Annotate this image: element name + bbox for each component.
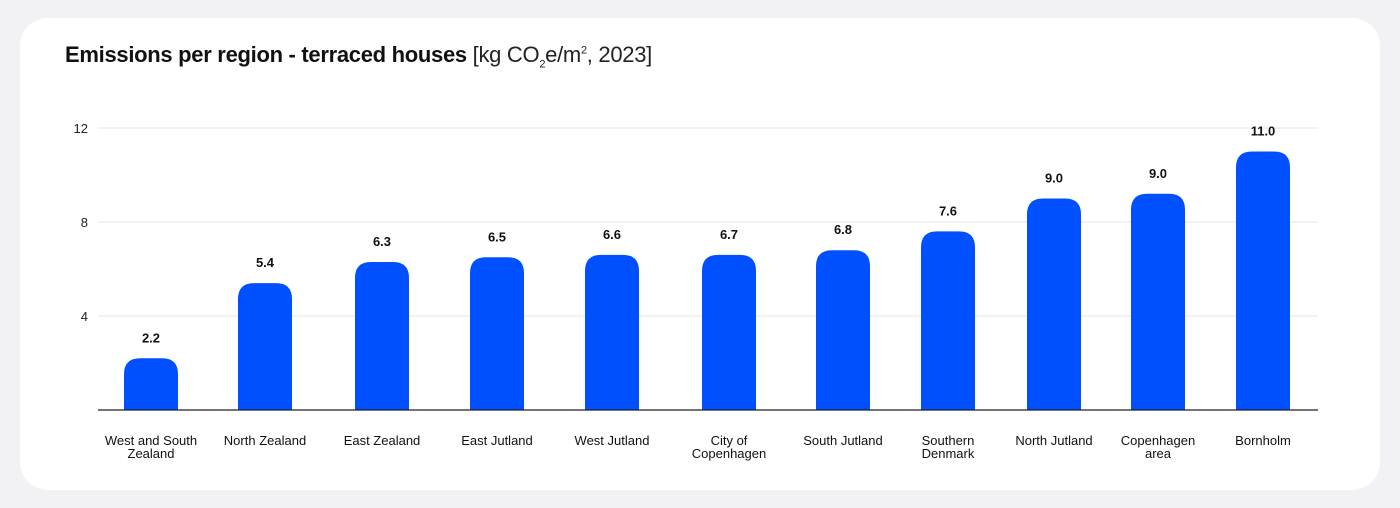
x-tick-label: Bornholm — [1235, 433, 1291, 448]
bar — [1131, 193, 1185, 410]
data-label: 6.6 — [603, 227, 621, 242]
bar — [702, 254, 756, 410]
bar — [470, 257, 524, 410]
x-tick-label-line: East Zealand — [344, 433, 421, 448]
y-tick-label: 12 — [74, 121, 88, 136]
data-label: 11.0 — [1251, 124, 1276, 139]
x-tick-label-line: City of — [711, 433, 748, 448]
chart-title-unit: [kg CO2e/m2, 2023] — [472, 42, 653, 71]
x-tick-label-line: Southern — [922, 433, 975, 448]
x-tick-label-line: area — [1145, 446, 1172, 461]
x-tick-label-line: Copenhagen — [1121, 433, 1195, 448]
data-label: 9.0 — [1045, 171, 1063, 186]
x-tick-label: West Jutland — [575, 433, 650, 448]
bar — [1236, 151, 1290, 410]
unit-prefix: [kg CO — [472, 42, 540, 67]
bar — [1027, 198, 1081, 410]
data-label: 2.2 — [142, 330, 160, 345]
data-label: 6.5 — [488, 229, 506, 244]
x-tick-label: South Jutland — [803, 433, 883, 448]
x-tick-label-line: South Jutland — [803, 433, 883, 448]
x-tick-label-line: West Jutland — [575, 433, 650, 448]
unit-subscript: 2 — [539, 58, 546, 71]
y-tick-label: 8 — [81, 215, 88, 230]
x-tick-label: Southern Denmark — [922, 433, 975, 461]
x-tick-label: West and South Zealand — [105, 433, 197, 461]
data-label: 9.0 — [1149, 166, 1167, 181]
bar — [921, 231, 975, 410]
data-label: 5.4 — [256, 255, 275, 270]
unit-suffix: , 2023] — [586, 42, 652, 67]
x-tick-label: City of Copenhagen — [692, 433, 766, 461]
chart-title: Emissions per region - terraced houses [… — [65, 42, 652, 70]
chart-title-text: Emissions per region - terraced houses — [65, 42, 467, 67]
x-tick-label: East Zealand — [344, 433, 421, 448]
x-tick-label-line: Copenhagen — [692, 446, 766, 461]
x-tick-label-line: Denmark — [922, 446, 975, 461]
data-label: 6.3 — [373, 234, 391, 249]
data-label: 6.7 — [720, 227, 738, 242]
bar — [355, 261, 409, 410]
unit-superscript: 2 — [580, 44, 587, 57]
bar — [124, 358, 178, 410]
data-label: 7.6 — [939, 203, 957, 218]
unit-mid: e/m — [545, 42, 581, 67]
x-tick-label: Copenhagen area — [1121, 433, 1195, 461]
x-tick-label-line: Zealand — [128, 446, 175, 461]
x-tick-label-line: Bornholm — [1235, 433, 1291, 448]
x-tick-label: North Jutland — [1015, 433, 1092, 448]
bar — [816, 250, 870, 410]
bar — [238, 283, 292, 410]
x-tick-label-line: North Jutland — [1015, 433, 1092, 448]
x-tick-label-line: West and South — [105, 433, 197, 448]
x-tick-label: North Zealand — [224, 433, 306, 448]
x-tick-label-line: North Zealand — [224, 433, 306, 448]
x-tick-label-line: East Jutland — [461, 433, 533, 448]
bar — [585, 254, 639, 410]
y-tick-label: 4 — [81, 309, 88, 324]
data-label: 6.8 — [834, 222, 852, 237]
x-tick-label: East Jutland — [461, 433, 533, 448]
